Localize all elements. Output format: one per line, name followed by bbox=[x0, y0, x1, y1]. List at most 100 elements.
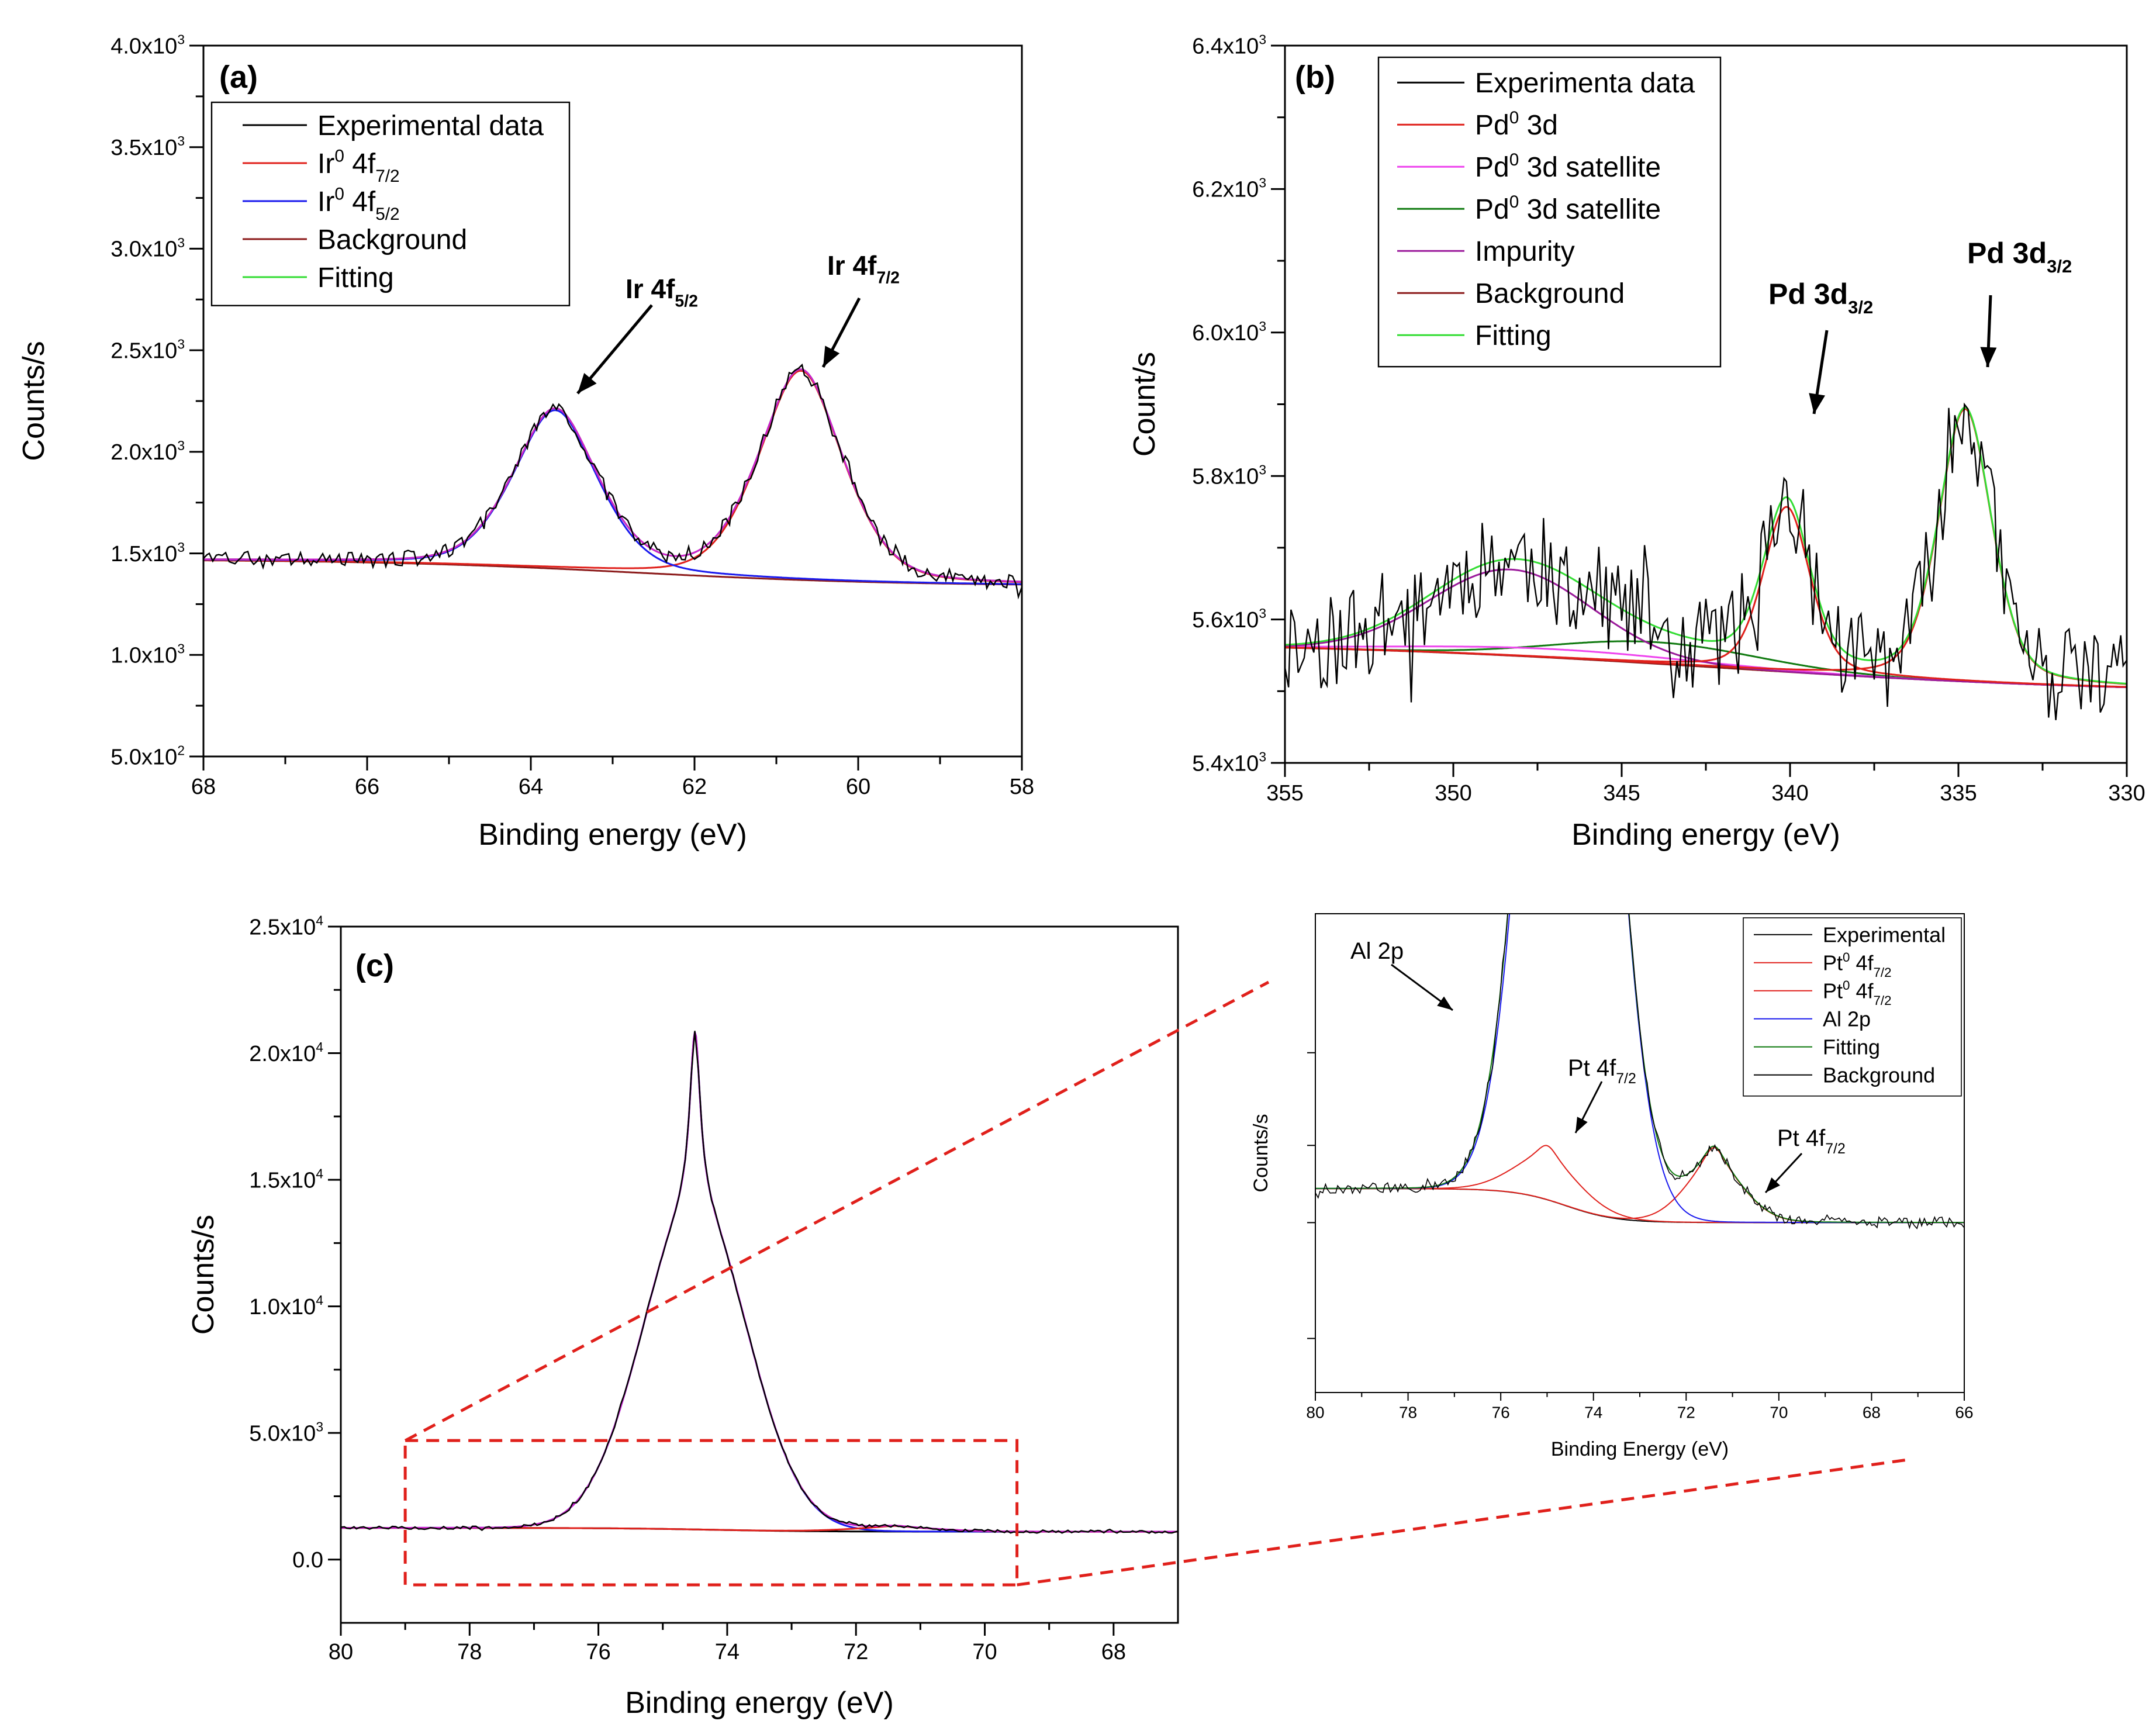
x-tick-label: 66 bbox=[355, 775, 379, 799]
x-tick-label: 68 bbox=[1101, 1640, 1126, 1664]
y-tick-label-mantissa: 2.5x10 bbox=[249, 915, 316, 939]
x-tick-label: 70 bbox=[1770, 1403, 1788, 1421]
y-tick-label-exponent: 3 bbox=[316, 1419, 323, 1435]
y-tick-label: 6.4x103 bbox=[1192, 32, 1266, 58]
y-tick-label: 3.5x103 bbox=[110, 133, 185, 160]
legend-entry-text: Fitting bbox=[1475, 320, 1552, 351]
y-axis-label: Counts/s bbox=[1250, 1114, 1272, 1192]
x-tick-label: 68 bbox=[191, 775, 216, 799]
y-tick-label: 5.0x103 bbox=[249, 1419, 323, 1446]
y-tick-label-mantissa: 4.0x10 bbox=[110, 34, 177, 58]
panel-label: (a) bbox=[219, 60, 258, 95]
x-axis-label: Binding energy (eV) bbox=[478, 818, 747, 852]
x-tick-label: 330 bbox=[2108, 781, 2145, 806]
x-tick-label: 78 bbox=[1399, 1403, 1417, 1421]
legend-entry-text: Pd bbox=[1475, 194, 1509, 225]
panel-label: (b) bbox=[1295, 60, 1335, 95]
legend-entry: Al 2p bbox=[1823, 1007, 1871, 1031]
zoom-connector bbox=[404, 980, 1270, 1442]
legend-entry: Fitting bbox=[1475, 320, 1552, 351]
y-tick-label-mantissa: 3.5x10 bbox=[110, 136, 177, 160]
y-tick-label-exponent: 3 bbox=[1259, 749, 1266, 764]
annotation-arrowhead bbox=[1437, 996, 1453, 1010]
y-tick-label-mantissa: 6.2x10 bbox=[1192, 178, 1259, 202]
y-tick-label: 2.5x104 bbox=[249, 913, 323, 939]
axes-frame bbox=[340, 925, 1179, 1624]
peak-annotation: Al 2p bbox=[1350, 938, 1404, 964]
peak-annotation: Pd 3d3/2 bbox=[1768, 278, 1873, 317]
y-tick-label: 3.0x103 bbox=[110, 235, 185, 262]
legend-entry-sub: 7/2 bbox=[1873, 965, 1891, 980]
legend-entry-text: Background bbox=[1475, 278, 1625, 309]
y-tick-label-exponent: 3 bbox=[177, 336, 185, 351]
legend-entry-text: Fitting bbox=[1823, 1035, 1880, 1059]
peak-annotation-sub: 7/2 bbox=[1825, 1141, 1845, 1157]
plot-area bbox=[341, 1031, 1178, 1534]
peak-annotation-text: Pt 4f bbox=[1568, 1055, 1616, 1081]
legend-entry: Pd0 3d satellite bbox=[1475, 192, 1661, 225]
annotation-arrowhead bbox=[1765, 1177, 1780, 1193]
peak-annotation-text: Ir 4f bbox=[626, 274, 675, 304]
peak-annotation: Pd 3d3/2 bbox=[1967, 237, 2072, 277]
legend-entry-text: Impurity bbox=[1475, 236, 1575, 267]
legend-entry-text: Background bbox=[1823, 1063, 1935, 1087]
x-tick-label: 345 bbox=[1603, 781, 1640, 806]
legend-entry-text: Al 2p bbox=[1823, 1007, 1871, 1031]
y-tick-label-exponent: 3 bbox=[1259, 32, 1266, 47]
legend-entry-sup: 0 bbox=[334, 147, 344, 166]
x-tick-label: 72 bbox=[1677, 1403, 1695, 1421]
annotation-arrowhead bbox=[1575, 1117, 1588, 1133]
y-tick-label: 1.5x103 bbox=[110, 540, 185, 566]
legend-entry: Fitting bbox=[317, 262, 394, 293]
y-tick-label-exponent: 2 bbox=[177, 742, 185, 758]
panel-label: (c) bbox=[355, 948, 394, 983]
y-tick-label-mantissa: 2.5x10 bbox=[110, 338, 177, 363]
legend-entry-text: Background bbox=[317, 224, 467, 255]
x-tick-label: 355 bbox=[1266, 781, 1303, 806]
y-tick-label-mantissa: 5.0x10 bbox=[110, 745, 177, 769]
peak-annotation-sub: 3/2 bbox=[2047, 256, 2072, 277]
y-tick-label: 5.6x103 bbox=[1192, 606, 1266, 633]
legend-box bbox=[1743, 917, 1962, 1097]
y-tick-label-mantissa: 0.0 bbox=[292, 1548, 323, 1573]
legend-box bbox=[1377, 56, 1722, 368]
x-tick-label: 76 bbox=[1492, 1403, 1510, 1421]
legend-entry-text: Ir bbox=[317, 186, 334, 217]
legend-entry: Impurity bbox=[1475, 236, 1575, 267]
legend-entry: Ir0 4f5/2 bbox=[317, 185, 400, 224]
y-tick-label: 5.4x103 bbox=[1192, 749, 1266, 776]
y-tick-label-mantissa: 6.0x10 bbox=[1192, 321, 1259, 345]
peak-annotation-sub: 7/2 bbox=[876, 269, 900, 288]
legend-entry-mid: 4f bbox=[344, 148, 376, 179]
y-tick-label-exponent: 3 bbox=[177, 32, 185, 47]
x-axis-label: Binding energy (eV) bbox=[1571, 818, 1840, 852]
series-b-7 bbox=[1285, 402, 2127, 720]
legend-entry-sup: 0 bbox=[1843, 978, 1850, 993]
y-tick-label: 2.0x104 bbox=[249, 1039, 323, 1066]
y-tick-label: 2.5x103 bbox=[110, 336, 185, 363]
legend-entry: Experimental bbox=[1823, 922, 1946, 946]
legend-entry: Background bbox=[1823, 1063, 1935, 1087]
legend-entry-sub: 7/2 bbox=[375, 167, 399, 186]
y-tick-label-mantissa: 1.0x10 bbox=[110, 644, 177, 668]
chart-panel-b: 355 350 345 340 335 3305.4x1035.6x1035.8x1036… bbox=[1128, 32, 2145, 852]
legend-entry-mid: 4f bbox=[344, 186, 376, 217]
annotation-arrowhead bbox=[823, 345, 840, 367]
peak-annotation-text: Pd 3d bbox=[1768, 278, 1848, 310]
legend-entry-mid: 3d bbox=[1519, 110, 1558, 141]
legend-entry: Pd0 3d bbox=[1475, 108, 1558, 141]
plot-area bbox=[1315, 914, 1964, 1229]
y-tick-label-exponent: 4 bbox=[316, 1039, 323, 1055]
x-tick-label: 58 bbox=[1010, 775, 1034, 799]
y-tick-label-exponent: 4 bbox=[316, 913, 323, 928]
legend-entry-text: Experimental data bbox=[317, 110, 544, 141]
legend-entry-mid: 4f bbox=[1850, 951, 1874, 975]
y-axis-label: Counts/s bbox=[186, 1215, 220, 1335]
y-tick-label-exponent: 3 bbox=[1259, 175, 1266, 191]
series-a-5 bbox=[203, 363, 1022, 600]
peak-annotation: Ir 4f7/2 bbox=[827, 250, 900, 288]
x-tick-label: 68 bbox=[1863, 1403, 1881, 1421]
x-axis-label: Binding energy (eV) bbox=[625, 1686, 894, 1720]
